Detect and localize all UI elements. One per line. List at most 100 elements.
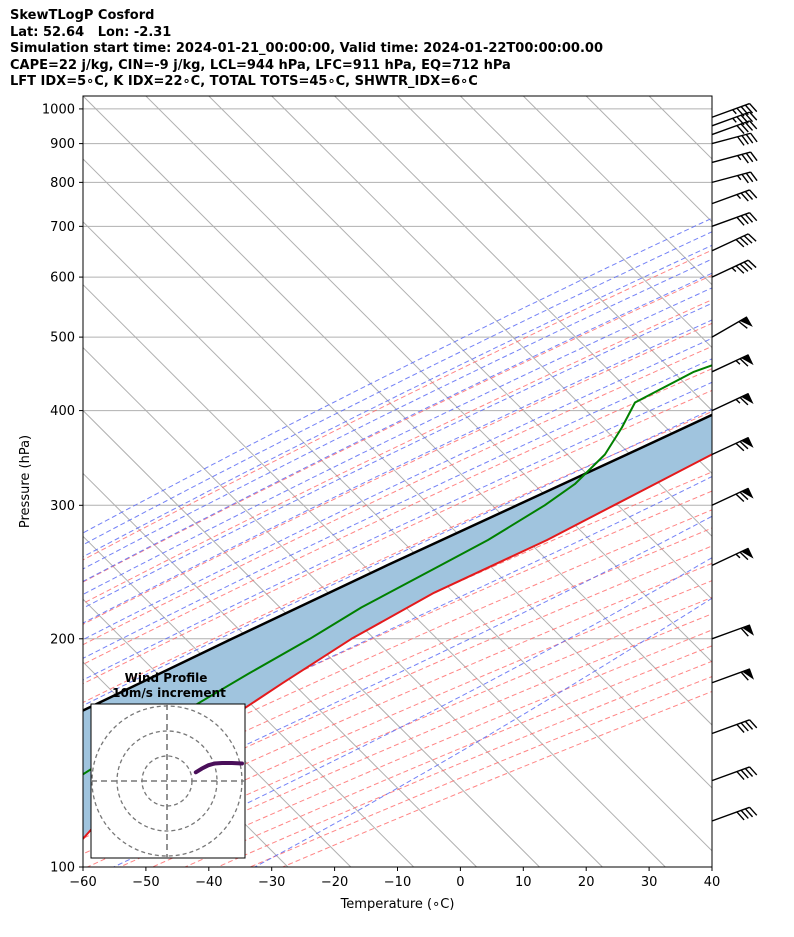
wind-barb-full bbox=[741, 173, 749, 184]
wind-barb-half bbox=[731, 267, 737, 272]
wind-barb bbox=[711, 120, 758, 136]
wind-barb-full bbox=[735, 442, 745, 452]
isotherm bbox=[83, 346, 603, 867]
wind-barb-half bbox=[732, 109, 737, 115]
wind-barb-flag bbox=[741, 624, 755, 636]
dry-adiabat bbox=[217, 660, 712, 867]
indices-line: LFT IDX=5∘C, K IDX=22∘C, TOTAL TOTS=45∘C… bbox=[10, 74, 478, 90]
x-tick-label: −60 bbox=[69, 875, 96, 890]
wind-barb-full bbox=[740, 769, 749, 779]
wind-barb-full bbox=[749, 189, 758, 199]
moist-adiabat bbox=[83, 319, 712, 624]
wind-barb-flag bbox=[740, 436, 754, 448]
y-tick-label: 600 bbox=[50, 271, 75, 286]
dry-adiabat bbox=[83, 299, 712, 605]
wind-barb-full bbox=[741, 135, 749, 145]
wind-barb-full bbox=[736, 771, 745, 781]
location-line: Lat: 52.64 Lon: -2.31 bbox=[10, 24, 172, 40]
wind-barb-flag bbox=[741, 668, 755, 680]
wind-barb bbox=[711, 624, 755, 640]
isotherm bbox=[145, 96, 712, 663]
wind-barb bbox=[711, 668, 755, 684]
wind-barb-full bbox=[739, 237, 749, 246]
wind-barb bbox=[711, 212, 758, 227]
temperature-line bbox=[83, 453, 712, 841]
wind-barb bbox=[711, 719, 758, 735]
wind-barb-full bbox=[740, 215, 749, 225]
moist-adiabat bbox=[83, 475, 712, 776]
x-axis-label: Temperature (∘C) bbox=[340, 897, 455, 912]
isotherm bbox=[83, 96, 712, 726]
wind-barb-half bbox=[735, 360, 741, 365]
x-tick-label: 20 bbox=[578, 875, 595, 890]
cape-line: CAPE=22 j/kg, CIN=-9 j/kg, LCL=944 hPa, … bbox=[10, 57, 511, 73]
wind-barb-full bbox=[749, 719, 758, 729]
moist-adiabat bbox=[83, 258, 712, 570]
wind-barb-full bbox=[744, 768, 754, 777]
wind-barb bbox=[711, 102, 758, 118]
moist-adiabat bbox=[83, 408, 712, 707]
isotherm bbox=[83, 283, 666, 867]
wind-barb-full bbox=[736, 723, 745, 733]
wind-barb-full bbox=[738, 321, 748, 329]
y-tick-label: 100 bbox=[50, 861, 75, 876]
wind-barb-full bbox=[735, 493, 745, 502]
dry-adiabat bbox=[83, 545, 712, 824]
wind-barb-full bbox=[735, 239, 745, 248]
dry-adiabat bbox=[83, 368, 712, 665]
wind-barb-full bbox=[736, 125, 745, 135]
dry-adiabat bbox=[83, 509, 712, 791]
wind-barb-half bbox=[737, 175, 742, 181]
isotherm bbox=[208, 96, 712, 600]
plot-area bbox=[83, 96, 712, 867]
wind-barb bbox=[711, 766, 758, 782]
dry-adiabat bbox=[152, 629, 712, 867]
wind-barb-full bbox=[740, 192, 749, 202]
y-tick-label: 500 bbox=[50, 331, 75, 346]
wind-barb bbox=[711, 316, 753, 338]
wind-barb-full bbox=[744, 191, 754, 200]
wind-barb bbox=[711, 806, 758, 822]
wind-barb-shaft bbox=[711, 132, 751, 145]
wind-barb-full bbox=[749, 806, 758, 816]
wind-barb-full bbox=[736, 811, 745, 821]
isotherm bbox=[648, 96, 712, 160]
wind-barb-full bbox=[749, 103, 758, 113]
wind-barb-flag bbox=[740, 393, 754, 404]
moist-adiabat bbox=[83, 272, 712, 582]
wind-barb-shaft bbox=[711, 806, 750, 822]
wind-barb-full bbox=[740, 809, 749, 819]
wind-barb bbox=[711, 487, 754, 506]
wind-barb-half bbox=[735, 553, 741, 559]
wind-barb-half bbox=[735, 398, 741, 404]
hodograph-line bbox=[193, 761, 244, 775]
wind-barb-full bbox=[740, 627, 749, 637]
isotherm bbox=[711, 96, 712, 97]
wind-barb-shaft bbox=[711, 719, 750, 735]
wind-barb-full bbox=[749, 120, 758, 130]
wind-barb-full bbox=[743, 261, 753, 270]
wind-barb-full bbox=[749, 766, 758, 776]
isotherm bbox=[83, 535, 415, 867]
x-tick-label: −20 bbox=[321, 875, 348, 890]
wind-barb-full bbox=[750, 151, 758, 162]
wind-barb-full bbox=[739, 491, 749, 501]
x-tick-label: −30 bbox=[258, 875, 285, 890]
wind-barb-shaft bbox=[711, 120, 750, 136]
wind-barb-full bbox=[744, 121, 754, 131]
x-tick-label: 40 bbox=[704, 875, 721, 890]
wind-barb-full bbox=[743, 235, 753, 244]
moist-adiabat bbox=[83, 231, 712, 546]
wind-barb-full bbox=[747, 259, 757, 269]
wind-barb bbox=[711, 259, 757, 278]
isotherm bbox=[334, 96, 712, 475]
y-axis-label: Pressure (hPa) bbox=[18, 435, 33, 528]
moist-adiabat bbox=[83, 287, 712, 595]
isotherm bbox=[83, 472, 477, 867]
wind-barb bbox=[711, 436, 754, 456]
wind-barb-full bbox=[749, 111, 758, 121]
wind-barb-full bbox=[739, 358, 749, 367]
parcel-profile-line bbox=[83, 413, 712, 712]
wind-barb-full bbox=[745, 152, 754, 163]
